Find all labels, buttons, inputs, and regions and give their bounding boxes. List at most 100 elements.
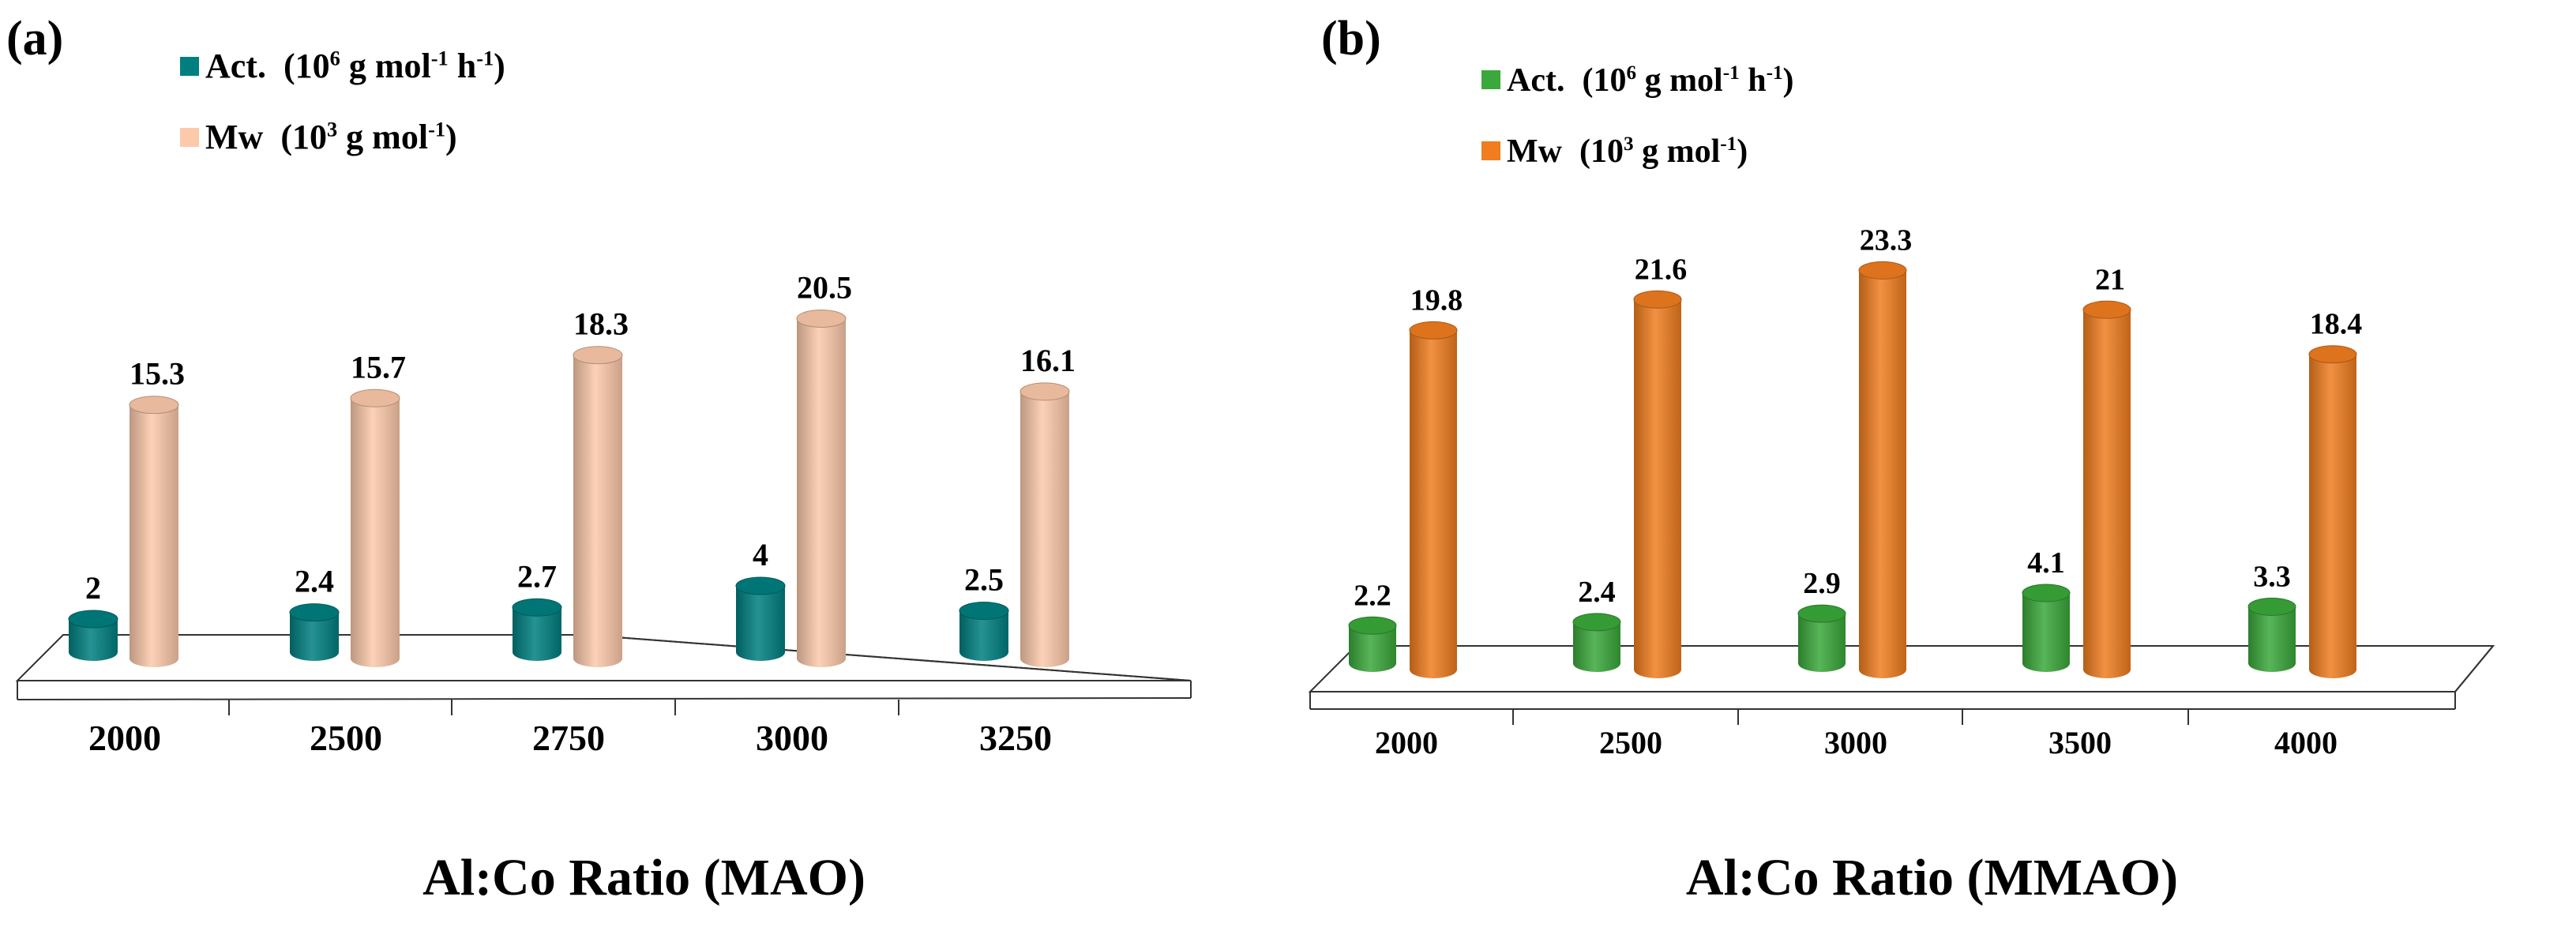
data-label-a-s1-4: 16.1 (1020, 343, 1076, 378)
x-tick-label-a: 2000 (88, 718, 161, 758)
chart-a-plot: 2000 2500 2750 3000 3250 2 2.4 2.7 4 2.5 15.3 15.7 1… (15, 270, 1192, 758)
data-label-a-s0-3: 4 (753, 537, 768, 572)
bar-a-s0-1 (289, 603, 340, 661)
bar-top-cap (796, 310, 847, 328)
bar-top-cap (1797, 604, 1846, 623)
bar-body (290, 612, 339, 661)
bar-body (2309, 354, 2356, 678)
bar-top-cap (2308, 345, 2357, 364)
legend-swatch-mw-a (180, 128, 199, 147)
panel-label-a: (a) (6, 12, 64, 66)
bar-top-cap (2082, 300, 2131, 319)
data-label-b-s0-4: 3.3 (2253, 560, 2291, 593)
data-label-b-s1-3: 21 (2095, 263, 2125, 296)
bar-a-s0-4 (959, 602, 1009, 661)
bar-a-s1-3 (796, 310, 847, 667)
bar-body (69, 619, 118, 661)
data-label-a-s0-1: 2.4 (295, 564, 334, 599)
bar-top-cap (2247, 597, 2296, 616)
bar-top-cap (1409, 321, 1458, 340)
bar-top-cap (573, 346, 623, 365)
bar-top-cap (1633, 290, 1682, 309)
bar-body (2248, 606, 2296, 672)
data-label-a-s1-0: 15.3 (130, 356, 185, 392)
bar-body (1798, 614, 1846, 672)
legend-unit-mw-b: (103 g mol-1) (1579, 133, 1748, 170)
bar-b-s1-2 (1858, 261, 1907, 678)
x-tick-label-b: 2500 (1599, 725, 1662, 760)
bar-body (513, 607, 561, 661)
data-label-b-s1-2: 23.3 (1860, 223, 1913, 257)
x-tick-label-a: 3000 (756, 718, 828, 758)
bar-body (1859, 270, 1906, 678)
x-tick-label-b: 2000 (1375, 725, 1438, 760)
legend-unit-act-b: (106 g mol-1 h-1) (1582, 62, 1794, 99)
bar-b-s0-3 (2022, 584, 2071, 672)
bar-top-cap (1858, 261, 1907, 280)
bar-body (797, 318, 846, 667)
data-label-b-s0-3: 4.1 (2027, 546, 2065, 580)
x-tick-label-a: 2750 (532, 718, 605, 758)
bar-a-s1-2 (573, 346, 623, 667)
bar-b-s0-4 (2247, 597, 2296, 672)
bar-b-s1-3 (2082, 300, 2131, 678)
legend-unit-act-a: (106 g mol-1 h-1) (283, 46, 505, 85)
x-tick-label-b: 3000 (1824, 725, 1887, 760)
bar-a-s0-0 (68, 610, 118, 661)
floor-front-bottom-a (17, 697, 1192, 700)
data-label-a-s1-1: 15.7 (351, 349, 406, 385)
x-axis-title-b: Al:Co Ratio (MMAO) (1685, 849, 2179, 906)
bar-body (573, 355, 622, 667)
legend-swatch-mw-b (1481, 141, 1500, 160)
bar-b-s0-0 (1348, 616, 1397, 672)
bar-body (130, 404, 178, 667)
data-label-a-s1-2: 18.3 (573, 306, 629, 342)
data-label-a-s0-0: 2 (85, 570, 101, 606)
bar-body (2083, 310, 2131, 678)
bar-body (1410, 330, 1457, 678)
data-label-b-s1-1: 21.6 (1635, 253, 1688, 286)
floor-right-edge-b (2454, 645, 2494, 692)
chart-panel-a: 2000 2500 2750 3000 3250 2 2.4 2.7 4 2.5 15.3 15.7 1… (6, 12, 1192, 906)
bar-a-s0-3 (735, 576, 786, 661)
x-tick-label-a: 2500 (310, 718, 382, 758)
bar-b-s1-1 (1633, 290, 1682, 678)
bar-top-cap (2022, 584, 2071, 602)
legend-swatch-act-a (180, 57, 199, 76)
bar-b-s0-2 (1797, 604, 1846, 672)
bar-top-cap (1348, 616, 1397, 635)
bar-top-cap (129, 396, 179, 415)
legend-name-mw-b: Mw (1507, 133, 1562, 170)
bar-body (1634, 299, 1681, 678)
data-label-a-s1-3: 20.5 (797, 270, 852, 306)
legend-item-mw-b: Mw (103 g mol-1) (1481, 133, 1748, 171)
bar-b-s1-0 (1409, 321, 1458, 678)
bar-top-cap (1572, 613, 1621, 632)
legend-unit-mw-a: (103 g mol-1) (280, 117, 457, 156)
bar-a-s1-4 (1020, 382, 1070, 667)
bar-a-s1-0 (129, 396, 179, 667)
data-label-b-s0-2: 2.9 (1803, 567, 1841, 600)
bar-top-cap (512, 598, 562, 617)
legend-name-act-a: Act. (205, 47, 266, 85)
bar-top-cap (1020, 382, 1070, 401)
bar-body (351, 398, 400, 667)
legend-item-mw-a: Mw (103 g mol-1) (180, 117, 457, 157)
bar-body (1349, 625, 1396, 672)
bar-top-cap (289, 603, 340, 622)
bar-body (1573, 621, 1620, 672)
x-tick-label-a: 3250 (979, 718, 1052, 758)
chart-b-plot: 2000 2500 3000 3500 4000 2.2 2.4 2.9 4.1 3.3 19.8 2… (1308, 223, 2495, 760)
legend-name-mw-a: Mw (205, 118, 264, 156)
data-label-a-s0-2: 2.7 (517, 558, 557, 594)
bar-a-s1-1 (350, 388, 400, 667)
bar-b-s1-4 (2308, 345, 2357, 678)
data-label-b-s1-0: 19.8 (1410, 283, 1463, 317)
x-tick-label-b: 4000 (2274, 725, 2338, 760)
bar-body (959, 610, 1008, 661)
data-label-a-s0-4: 2.5 (964, 562, 1004, 598)
floor-right-edge-a (584, 634, 1192, 681)
bar-top-cap (735, 576, 786, 595)
x-tick-label-b: 3500 (2048, 725, 2112, 760)
panel-label-b: (b) (1321, 12, 1381, 66)
